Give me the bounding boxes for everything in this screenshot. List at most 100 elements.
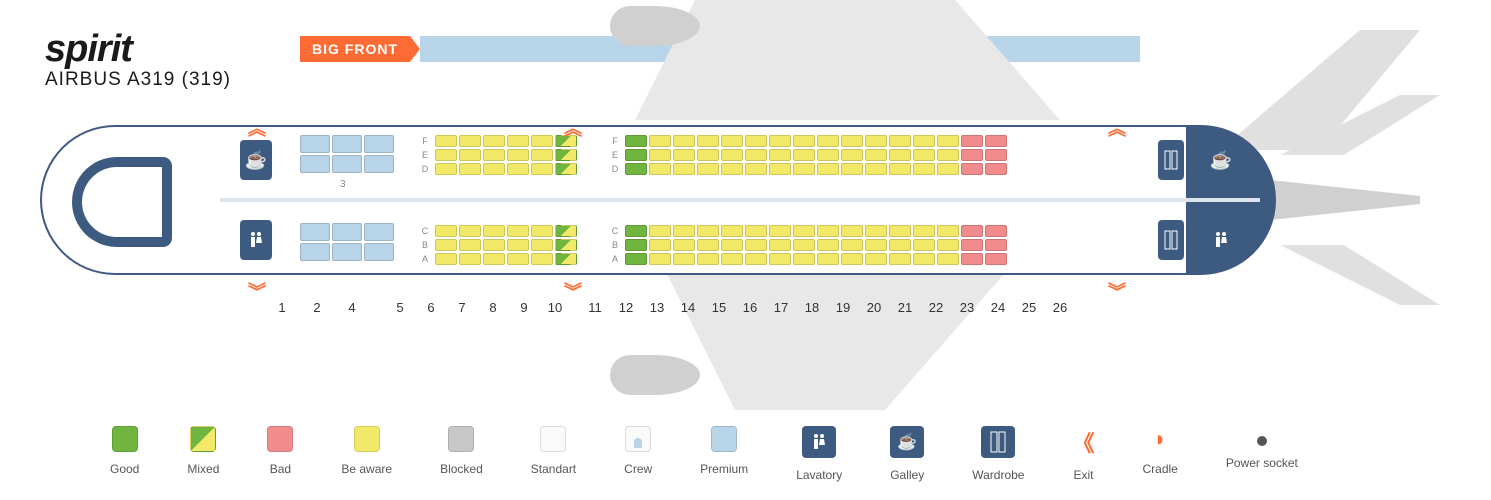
seat-premium[interactable] bbox=[332, 243, 362, 261]
seat[interactable] bbox=[817, 253, 839, 265]
seat[interactable] bbox=[649, 149, 671, 161]
seat[interactable] bbox=[555, 163, 577, 175]
seat[interactable] bbox=[721, 163, 743, 175]
seat[interactable] bbox=[673, 149, 695, 161]
seat[interactable] bbox=[721, 135, 743, 147]
seat[interactable] bbox=[459, 239, 481, 251]
seat[interactable] bbox=[483, 225, 505, 237]
seat[interactable] bbox=[507, 135, 529, 147]
seat[interactable] bbox=[841, 149, 863, 161]
seat-premium[interactable] bbox=[300, 155, 330, 173]
seat[interactable] bbox=[721, 149, 743, 161]
seat[interactable] bbox=[841, 239, 863, 251]
seat[interactable] bbox=[531, 135, 553, 147]
seat[interactable] bbox=[721, 253, 743, 265]
seat[interactable] bbox=[769, 149, 791, 161]
seat[interactable] bbox=[697, 225, 719, 237]
seat[interactable] bbox=[793, 149, 815, 161]
seat[interactable] bbox=[937, 163, 959, 175]
seat-premium[interactable] bbox=[364, 243, 394, 261]
seat[interactable] bbox=[459, 225, 481, 237]
seat[interactable] bbox=[793, 135, 815, 147]
seat[interactable] bbox=[673, 239, 695, 251]
seat[interactable] bbox=[769, 135, 791, 147]
seat[interactable] bbox=[459, 163, 481, 175]
seat[interactable] bbox=[913, 149, 935, 161]
seat[interactable] bbox=[507, 163, 529, 175]
seat[interactable] bbox=[865, 225, 887, 237]
seat[interactable] bbox=[507, 149, 529, 161]
seat[interactable] bbox=[913, 253, 935, 265]
seat[interactable] bbox=[483, 253, 505, 265]
seat[interactable] bbox=[913, 135, 935, 147]
seat[interactable] bbox=[889, 253, 911, 265]
seat[interactable] bbox=[817, 225, 839, 237]
seat[interactable] bbox=[555, 149, 577, 161]
seat[interactable] bbox=[889, 239, 911, 251]
seat[interactable] bbox=[889, 163, 911, 175]
seat-premium[interactable] bbox=[364, 135, 394, 153]
seat[interactable] bbox=[985, 253, 1007, 265]
seat[interactable] bbox=[625, 149, 647, 161]
seat[interactable] bbox=[745, 163, 767, 175]
seat[interactable] bbox=[769, 239, 791, 251]
seat[interactable] bbox=[435, 239, 457, 251]
seat[interactable] bbox=[769, 163, 791, 175]
seat[interactable] bbox=[673, 163, 695, 175]
seat-premium[interactable] bbox=[300, 243, 330, 261]
seat[interactable] bbox=[985, 239, 1007, 251]
seat[interactable] bbox=[817, 149, 839, 161]
seat[interactable] bbox=[745, 135, 767, 147]
seat[interactable] bbox=[531, 239, 553, 251]
seat[interactable] bbox=[555, 253, 577, 265]
seat[interactable] bbox=[745, 149, 767, 161]
seat[interactable] bbox=[483, 239, 505, 251]
seat[interactable] bbox=[961, 135, 983, 147]
seat[interactable] bbox=[817, 239, 839, 251]
seat[interactable] bbox=[435, 253, 457, 265]
seat[interactable] bbox=[745, 239, 767, 251]
seat[interactable] bbox=[673, 135, 695, 147]
seat[interactable] bbox=[697, 149, 719, 161]
seat[interactable] bbox=[625, 253, 647, 265]
seat[interactable] bbox=[435, 163, 457, 175]
seat-premium[interactable] bbox=[364, 155, 394, 173]
seat-premium[interactable] bbox=[332, 135, 362, 153]
seat[interactable] bbox=[961, 253, 983, 265]
seat[interactable] bbox=[841, 135, 863, 147]
seat[interactable] bbox=[865, 149, 887, 161]
seat[interactable] bbox=[697, 239, 719, 251]
seat[interactable] bbox=[937, 149, 959, 161]
seat[interactable] bbox=[673, 225, 695, 237]
seat-premium[interactable] bbox=[364, 223, 394, 241]
seat[interactable] bbox=[483, 163, 505, 175]
seat[interactable] bbox=[937, 253, 959, 265]
seat[interactable] bbox=[435, 225, 457, 237]
seat[interactable] bbox=[745, 225, 767, 237]
seat[interactable] bbox=[817, 163, 839, 175]
seat[interactable] bbox=[817, 135, 839, 147]
seat[interactable] bbox=[507, 239, 529, 251]
seat[interactable] bbox=[555, 239, 577, 251]
seat[interactable] bbox=[865, 135, 887, 147]
seat[interactable] bbox=[649, 163, 671, 175]
seat[interactable] bbox=[697, 163, 719, 175]
seat[interactable] bbox=[625, 225, 647, 237]
seat[interactable] bbox=[937, 239, 959, 251]
seat[interactable] bbox=[913, 239, 935, 251]
seat[interactable] bbox=[531, 253, 553, 265]
seat-premium[interactable] bbox=[300, 135, 330, 153]
seat[interactable] bbox=[985, 163, 1007, 175]
seat[interactable] bbox=[673, 253, 695, 265]
seat[interactable] bbox=[697, 135, 719, 147]
seat[interactable] bbox=[841, 163, 863, 175]
seat[interactable] bbox=[435, 149, 457, 161]
seat-premium[interactable] bbox=[332, 155, 362, 173]
seat[interactable] bbox=[435, 135, 457, 147]
seat[interactable] bbox=[459, 253, 481, 265]
seat[interactable] bbox=[769, 225, 791, 237]
seat[interactable] bbox=[625, 163, 647, 175]
seat[interactable] bbox=[865, 253, 887, 265]
seat[interactable] bbox=[937, 225, 959, 237]
seat[interactable] bbox=[793, 163, 815, 175]
